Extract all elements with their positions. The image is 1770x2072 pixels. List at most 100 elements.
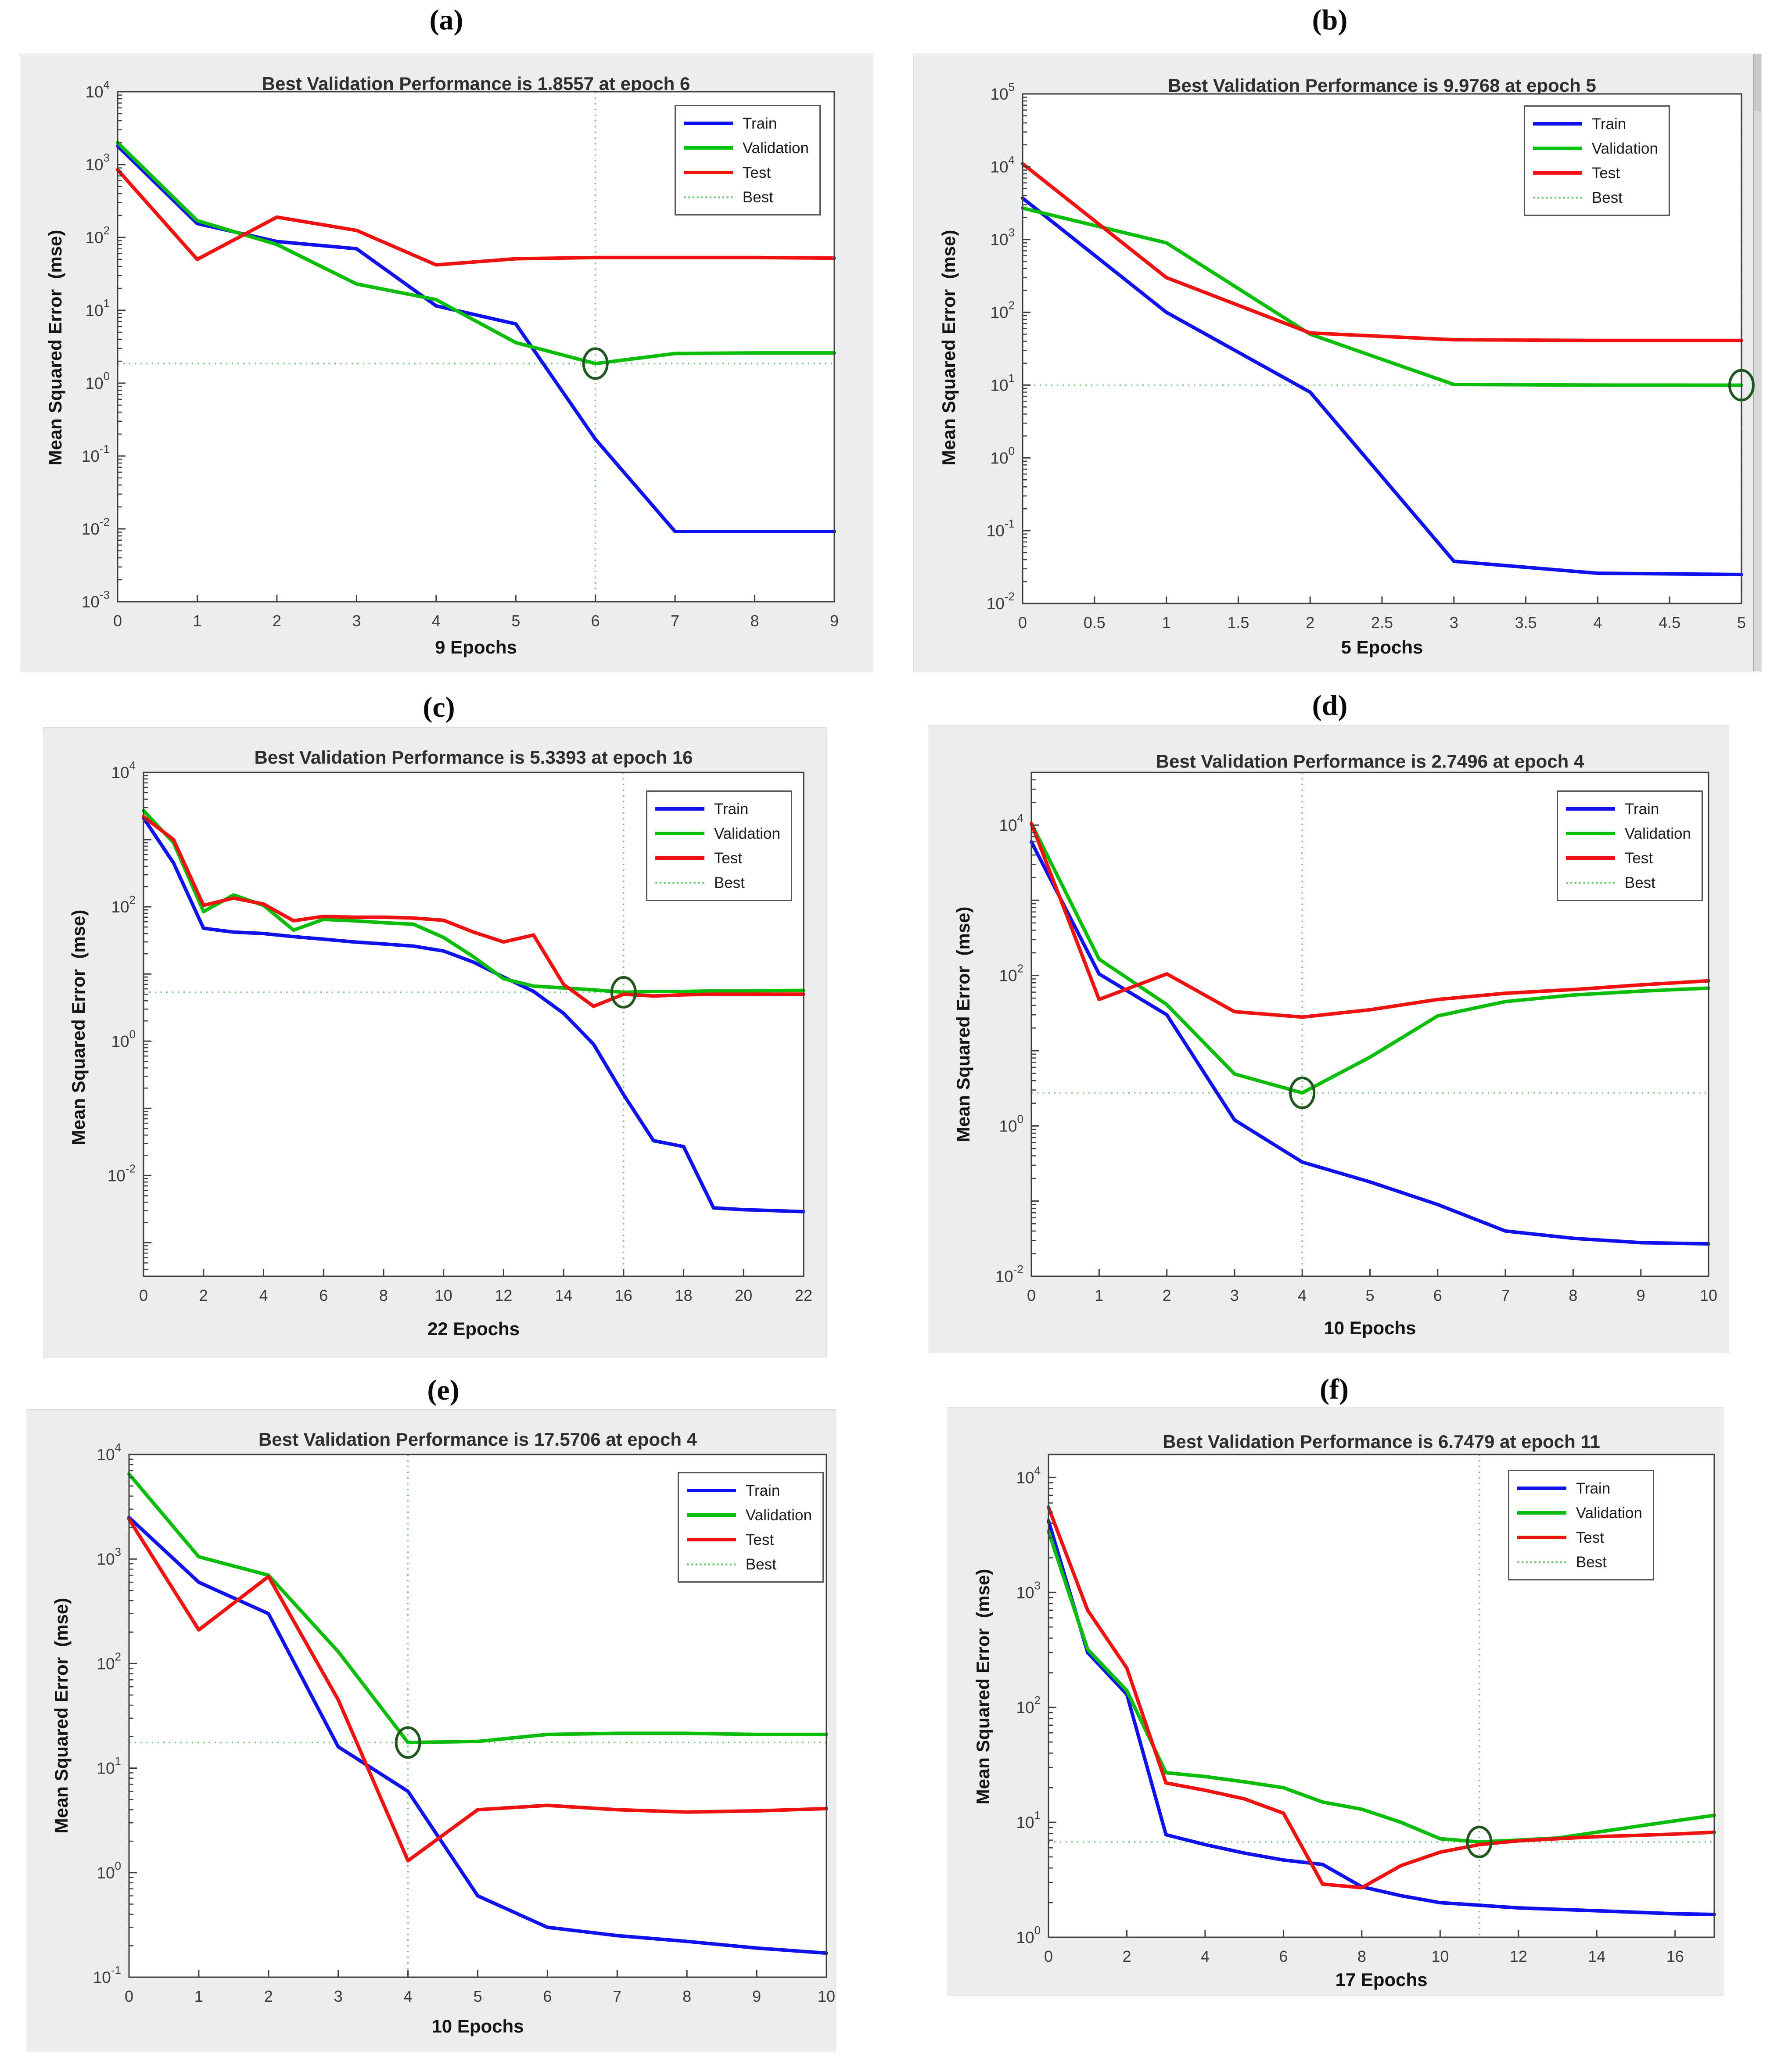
validation-line-swatch — [655, 832, 704, 835]
legend-label: Train — [714, 800, 749, 818]
svg-text:7: 7 — [671, 612, 679, 630]
legend: Train Validation Test Best — [677, 1472, 824, 1583]
x-axis-label: 10 Epochs — [1324, 1318, 1416, 1338]
svg-text:104: 104 — [97, 1441, 121, 1464]
legend-item-validation: Validation — [1565, 823, 1691, 844]
legend-label: Validation — [745, 1506, 812, 1524]
performance-plot-figure: Best Validation Performance is 1.8557 at… — [20, 54, 873, 672]
svg-text:0: 0 — [1044, 1947, 1053, 1965]
svg-text:5: 5 — [1737, 614, 1746, 632]
legend-item-train: Train — [686, 1480, 812, 1501]
legend: Train Validation Test Best — [646, 790, 792, 901]
svg-text:103: 103 — [85, 151, 110, 174]
svg-text:102: 102 — [97, 1650, 121, 1673]
train-line-swatch — [1533, 122, 1582, 126]
train-line-swatch — [655, 807, 704, 811]
validation-line-swatch — [1517, 1511, 1566, 1515]
train-line-swatch — [683, 122, 733, 125]
svg-text:3: 3 — [334, 1987, 343, 2005]
x-axis-label: 17 Epochs — [1335, 1969, 1428, 1990]
test-line-swatch — [655, 856, 704, 860]
legend-item-test: Test — [1533, 163, 1658, 183]
legend-item-validation: Validation — [686, 1505, 812, 1525]
svg-text:22: 22 — [795, 1286, 812, 1304]
x-axis-label: 22 Epochs — [427, 1318, 520, 1339]
svg-text:6: 6 — [1433, 1286, 1442, 1304]
panel-label: (e) — [427, 1374, 460, 1406]
test-line-swatch — [686, 1538, 736, 1541]
svg-text:10-1: 10-1 — [93, 1964, 121, 1986]
svg-text:14: 14 — [555, 1286, 572, 1304]
test-line-swatch — [1533, 171, 1582, 175]
svg-text:2: 2 — [1163, 1286, 1171, 1304]
svg-text:2: 2 — [1306, 614, 1314, 632]
performance-plot-figure: Best Validation Performance is 2.7496 at… — [928, 725, 1729, 1353]
scrollbar[interactable] — [1753, 54, 1761, 671]
svg-text:20: 20 — [735, 1286, 752, 1304]
legend-label: Best — [742, 188, 773, 206]
train-line-swatch — [1565, 807, 1615, 811]
svg-text:8: 8 — [750, 612, 759, 630]
svg-text:9: 9 — [1637, 1286, 1645, 1304]
svg-text:10-1: 10-1 — [82, 442, 110, 465]
svg-text:12: 12 — [495, 1286, 512, 1304]
legend-item-test: Test — [1517, 1527, 1642, 1548]
svg-text:10-2: 10-2 — [82, 515, 110, 538]
svg-text:2: 2 — [264, 1987, 273, 2005]
svg-text:4: 4 — [1201, 1947, 1210, 1965]
chart-title: Best Validation Performance is 17.5706 a… — [258, 1429, 697, 1450]
test-line-swatch — [683, 171, 733, 174]
svg-text:104: 104 — [111, 759, 136, 782]
svg-text:0: 0 — [1018, 614, 1027, 632]
legend: Train Validation Test Best — [674, 105, 821, 215]
legend-label: Train — [745, 1482, 780, 1499]
svg-text:1.5: 1.5 — [1227, 614, 1249, 632]
svg-text:9: 9 — [830, 612, 839, 630]
svg-text:101: 101 — [97, 1755, 121, 1778]
svg-text:101: 101 — [990, 371, 1015, 394]
svg-text:103: 103 — [990, 226, 1015, 249]
svg-text:104: 104 — [1016, 1464, 1041, 1487]
legend-label: Validation — [1591, 140, 1658, 157]
legend-item-train: Train — [655, 799, 780, 819]
svg-text:5: 5 — [1365, 1286, 1374, 1304]
best-line-swatch — [655, 881, 704, 884]
legend: Train Validation Test Best — [1556, 790, 1703, 901]
best-line-swatch — [683, 196, 733, 198]
legend-item-best: Best — [683, 187, 809, 207]
train-line-swatch — [1517, 1487, 1566, 1490]
svg-text:100: 100 — [990, 444, 1015, 467]
legend-item-best: Best — [655, 873, 780, 893]
svg-text:10: 10 — [818, 1987, 835, 2005]
svg-text:3.5: 3.5 — [1515, 614, 1537, 632]
legend-item-train: Train — [683, 113, 809, 133]
svg-text:12: 12 — [1510, 1947, 1527, 1965]
performance-plot-figure: Best Validation Performance is 5.3393 at… — [43, 727, 827, 1357]
chart-title: Best Validation Performance is 6.7479 at… — [1163, 1431, 1600, 1452]
svg-text:1: 1 — [194, 1987, 203, 2005]
legend-label: Test — [742, 164, 771, 181]
svg-text:4: 4 — [1593, 614, 1602, 632]
legend-label: Validation — [742, 139, 809, 157]
legend-label: Test — [745, 1531, 774, 1548]
svg-text:10-3: 10-3 — [82, 588, 110, 611]
legend-item-validation: Validation — [1517, 1503, 1642, 1523]
svg-text:100: 100 — [85, 370, 110, 392]
validation-line-swatch — [1565, 832, 1615, 835]
plot-canvas: 0 2 4 6 8 10 12 14 16 18 20 22 104 102 100 10-2 — [108, 759, 812, 1304]
legend-item-test: Test — [655, 848, 780, 868]
legend-item-best: Best — [1517, 1552, 1642, 1572]
legend-item-validation: Validation — [683, 138, 809, 158]
validation-line-swatch — [686, 1513, 736, 1517]
svg-text:8: 8 — [379, 1286, 388, 1304]
performance-plot-figure: Best Validation Performance is 17.5706 a… — [26, 1409, 836, 2051]
svg-text:100: 100 — [97, 1859, 121, 1882]
svg-text:101: 101 — [1016, 1809, 1041, 1831]
legend-item-train: Train — [1565, 799, 1691, 819]
svg-text:10-2: 10-2 — [108, 1162, 136, 1185]
best-line-swatch — [1533, 196, 1582, 199]
legend-label: Best — [1576, 1553, 1607, 1571]
svg-text:101: 101 — [85, 297, 110, 320]
svg-text:8: 8 — [1569, 1286, 1577, 1304]
legend-item-validation: Validation — [655, 823, 780, 844]
